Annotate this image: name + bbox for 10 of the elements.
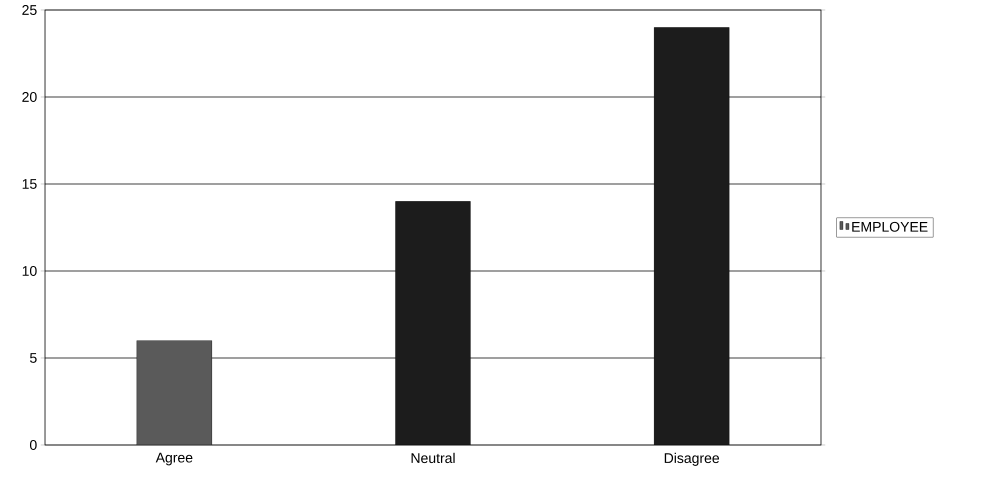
x-tick-label: Disagree <box>664 452 720 466</box>
legend-label: EMPLOYEE <box>852 222 928 232</box>
y-tick-label: 20 <box>22 92 37 102</box>
y-tick-label: 5 <box>30 353 37 363</box>
y-tick-label: 15 <box>22 179 37 189</box>
y-tick-label: 0 <box>30 440 37 450</box>
x-tick-label: Neutral <box>412 452 455 464</box>
y-tick-label: 25 <box>22 5 37 15</box>
y-tick-label: 10 <box>22 266 37 276</box>
x-tick-label: Agree <box>156 452 192 466</box>
